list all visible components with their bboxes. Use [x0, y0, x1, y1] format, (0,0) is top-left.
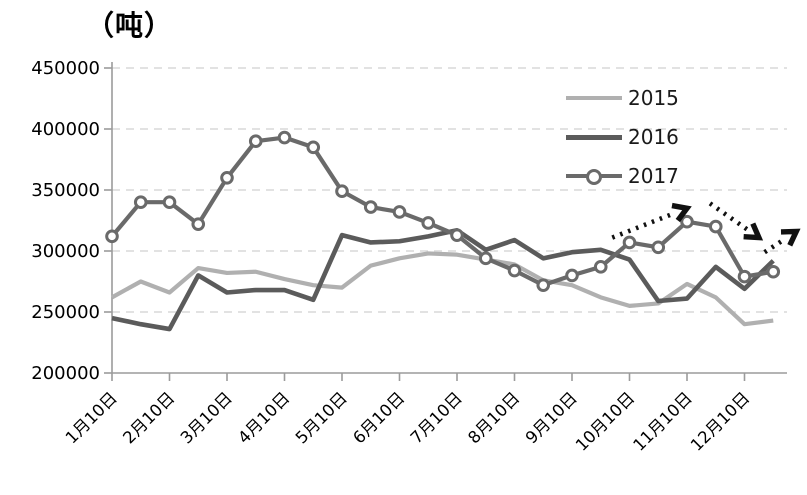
- series-2017-marker: [478, 251, 493, 266]
- series-2017-marker: [220, 171, 234, 185]
- series-2017-marker: [708, 219, 723, 234]
- x-tick-label: 2月10日: [119, 388, 178, 447]
- trend-arrow-down-dec-head: [743, 222, 764, 241]
- legend-label-2015: 2015: [628, 86, 679, 110]
- series-2017-marker: [363, 200, 378, 214]
- legend-label-2017: 2017: [628, 164, 679, 188]
- series-2017-marker: [248, 134, 263, 148]
- series-2017-marker: [392, 205, 407, 219]
- series-2017-marker: [306, 140, 321, 155]
- series-2017-marker: [277, 130, 292, 145]
- x-tick-label: 3月10日: [177, 388, 236, 447]
- legend-swatch-2016-line: [566, 134, 622, 140]
- y-tick-label: 200000: [31, 363, 100, 384]
- series-2017-marker: [133, 195, 148, 209]
- x-tick-label: 1月10日: [62, 388, 121, 447]
- series-2017-marker: [450, 228, 464, 242]
- series-2017-marker: [536, 278, 551, 292]
- series-2017-marker: [622, 235, 637, 250]
- legend: 2015 2016 2017: [566, 86, 679, 188]
- trend-arrow-up-oct-nov-head: [671, 202, 692, 223]
- series-2017-marker: [507, 263, 522, 278]
- series-2016-line: [111, 227, 775, 332]
- legend-item-2017: 2017: [566, 164, 679, 188]
- series-2017-marker: [421, 216, 436, 230]
- trend-arrow-up-oct-nov-shaft: [611, 210, 676, 240]
- x-tick-label: 5月10日: [292, 388, 351, 447]
- series-2017-marker: [651, 240, 666, 255]
- trend-arrow-up-end-shaft: [763, 236, 787, 255]
- series-2015-line: [110, 251, 774, 327]
- x-tick-label: 8月10日: [464, 388, 523, 447]
- series-2017-marker: [191, 217, 206, 231]
- legend-swatch-2017-line-marker: [566, 169, 622, 185]
- series-2017-marker: [766, 264, 781, 279]
- x-tick-label: 7月10日: [407, 388, 466, 447]
- y-tick-label: 400000: [31, 119, 100, 140]
- legend-label-2016: 2016: [628, 125, 679, 149]
- legend-item-2015: 2015: [566, 86, 679, 110]
- series-2017-marker: [593, 260, 608, 274]
- x-tick-label: 12月10日: [687, 388, 753, 454]
- y-tick-label: 300000: [31, 241, 100, 262]
- legend-item-2016: 2016: [566, 125, 679, 149]
- x-tick-label: 6月10日: [349, 388, 408, 447]
- chart-title: （吨）: [86, 9, 174, 42]
- x-tick-label: 10月10日: [572, 388, 638, 454]
- series-2017-marker: [680, 214, 694, 229]
- series-2017-marker: [737, 269, 752, 284]
- x-tick-label: 9月10日: [522, 388, 581, 447]
- legend-swatch-2015-line: [566, 96, 622, 100]
- y-tick-label: 250000: [31, 302, 100, 323]
- series-2017-marker: [335, 184, 349, 199]
- y-tick-label: 350000: [31, 180, 100, 201]
- x-tick-label: 4月10日: [234, 388, 293, 447]
- series-2017-marker: [105, 229, 119, 244]
- series-2017-marker: [162, 195, 177, 209]
- trend-arrow-up-end-head: [780, 228, 801, 247]
- y-tick-label: 450000: [31, 58, 100, 79]
- x-tick-label: 11月10日: [629, 388, 695, 454]
- series-2017-marker: [565, 268, 579, 283]
